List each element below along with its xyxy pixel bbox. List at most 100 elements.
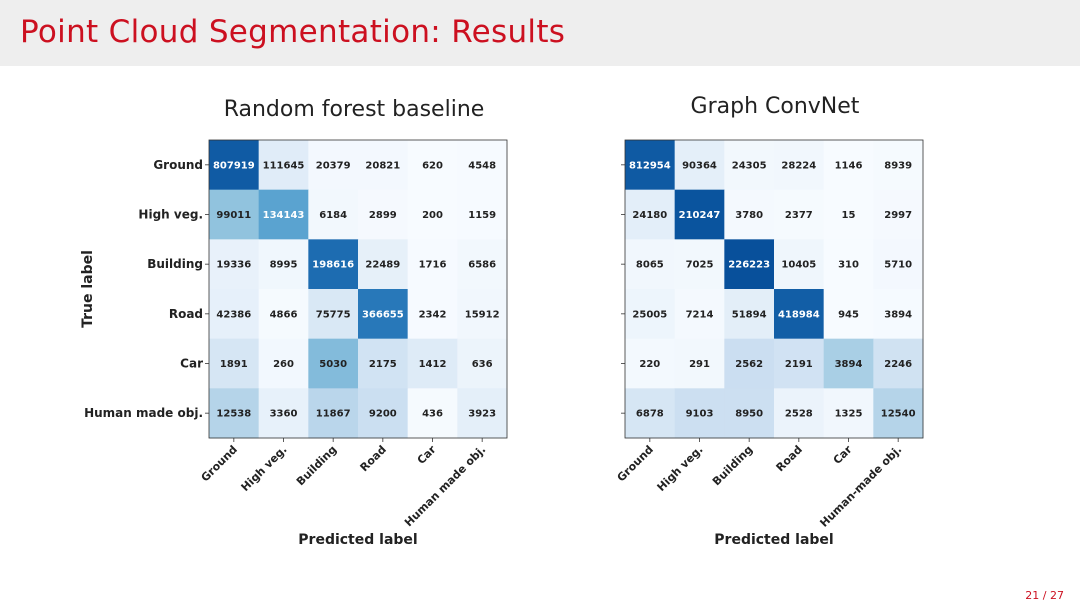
heatmap-cell: [407, 388, 458, 439]
cell-value: 42386: [216, 309, 251, 320]
heatmap-cell: [625, 189, 676, 240]
cell-value: 20821: [365, 160, 400, 171]
heatmap-cell: [674, 338, 725, 389]
cell-value: 807919: [213, 160, 255, 171]
heatmap-cell: [457, 239, 508, 290]
slide-header: [0, 0, 1080, 66]
x-tick-label: High veg.: [239, 443, 290, 494]
cell-value: 812954: [629, 160, 671, 171]
page-number: 21 / 27: [1025, 589, 1064, 602]
heatmap-cell: [358, 140, 409, 191]
cell-value: 1146: [835, 160, 863, 171]
heatmap-cell: [457, 388, 508, 439]
heatmap-cell: [873, 338, 924, 389]
x-tick-label: Human-made obj.: [817, 443, 904, 530]
heatmap-cell: [457, 140, 508, 191]
heatmap-cell: [873, 239, 924, 290]
heatmap-cell: [209, 338, 260, 389]
y-tick-label: Building: [147, 257, 203, 271]
heatmap-cell: [625, 289, 676, 340]
x-tick-label: Ground: [199, 443, 240, 484]
cell-value: 10405: [781, 260, 816, 271]
heatmap-cell: [308, 289, 359, 340]
heatmap-cell: [358, 289, 409, 340]
cell-value: 28224: [781, 160, 816, 171]
x-tick-label: Building: [710, 443, 755, 488]
x-axis-label: Predicted label: [298, 532, 417, 548]
cell-value: 418984: [778, 309, 820, 320]
cell-value: 7025: [686, 260, 714, 271]
cell-value: 15: [842, 210, 856, 221]
y-axis-label: True label: [80, 250, 96, 328]
heatmap-cell: [457, 189, 508, 240]
slide-title: Point Cloud Segmentation: Results: [20, 14, 566, 50]
cell-value: 90364: [682, 160, 717, 171]
heatmap-cell: [774, 338, 825, 389]
heatmap-cell: [724, 189, 775, 240]
cell-value: 5030: [319, 359, 347, 370]
heatmap-cell: [724, 338, 775, 389]
cell-value: 6878: [636, 409, 664, 420]
heatmap-cell: [823, 239, 874, 290]
heatmap-cell: [209, 289, 260, 340]
heatmap-cell: [358, 388, 409, 439]
heatmap-cell: [308, 338, 359, 389]
cell-value: 2899: [369, 210, 397, 221]
cell-value: 366655: [362, 309, 404, 320]
cell-value: 1159: [468, 210, 496, 221]
heatmap-cell: [258, 388, 309, 439]
cell-value: 9200: [369, 409, 397, 420]
cell-value: 4548: [468, 160, 496, 171]
heatmap-cell: [308, 239, 359, 290]
heatmap-cell: [258, 289, 309, 340]
heatmap-cell: [358, 338, 409, 389]
heatmap-cell: [873, 189, 924, 240]
x-tick-label: High veg.: [655, 443, 706, 494]
heatmap-cell: [358, 189, 409, 240]
heatmap-cell: [209, 140, 260, 191]
heatmap-cell: [724, 289, 775, 340]
x-axis-label: Predicted label: [714, 532, 833, 548]
heatmap-cell: [724, 140, 775, 191]
cell-value: 291: [689, 359, 710, 370]
cell-value: 2246: [884, 359, 912, 370]
chart-title-1: Graph ConvNet: [691, 94, 860, 119]
y-tick-label: High veg.: [138, 208, 203, 222]
cell-value: 1891: [220, 359, 248, 370]
heatmap-cell: [823, 140, 874, 191]
cell-value: 75775: [316, 309, 351, 320]
heatmap-cell: [625, 388, 676, 439]
cell-value: 8950: [735, 409, 763, 420]
cell-value: 9103: [686, 409, 714, 420]
heatmap-cell: [774, 189, 825, 240]
heatmap-frame: [208, 139, 508, 439]
cell-value: 8065: [636, 260, 664, 271]
cell-value: 51894: [732, 309, 767, 320]
cell-value: 636: [472, 359, 493, 370]
cell-value: 6184: [319, 210, 347, 221]
y-tick-label: Ground: [153, 158, 203, 172]
heatmap-cell: [258, 338, 309, 389]
cell-value: 620: [422, 160, 443, 171]
heatmap-cell: [457, 338, 508, 389]
cell-value: 3360: [270, 409, 298, 420]
heatmap-cell: [774, 388, 825, 439]
heatmap-cell: [407, 239, 458, 290]
heatmap-cell: [258, 140, 309, 191]
cell-value: 12538: [216, 409, 251, 420]
cell-value: 8939: [884, 160, 912, 171]
heatmap-cell: [674, 289, 725, 340]
cell-value: 1412: [419, 359, 447, 370]
heatmap-cell: [674, 239, 725, 290]
cell-value: 6586: [468, 260, 496, 271]
cell-value: 2562: [735, 359, 763, 370]
cell-value: 2997: [884, 210, 912, 221]
cell-value: 210247: [679, 210, 721, 221]
x-tick-label: Building: [294, 443, 339, 488]
y-tick-label: Human made obj.: [84, 406, 203, 420]
cell-value: 4866: [270, 309, 298, 320]
heatmap-cell: [407, 140, 458, 191]
x-tick-label: Car: [415, 443, 439, 467]
cell-value: 5710: [884, 260, 912, 271]
